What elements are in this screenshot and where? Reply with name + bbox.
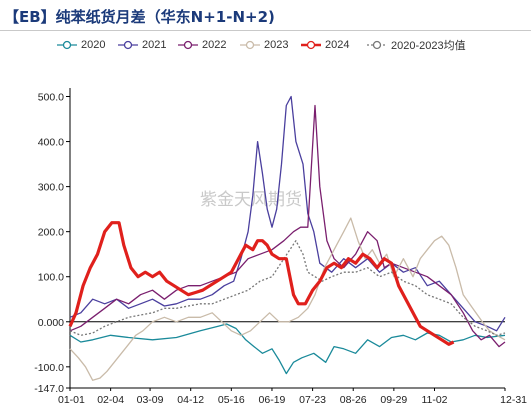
legend-item: 2020-2023均值	[366, 36, 466, 54]
y-tick-label: 300.0	[38, 182, 64, 194]
y-tick-label: 100.0	[38, 272, 64, 284]
series-lines	[68, 95, 506, 381]
y-tick-label: 200.0	[38, 227, 64, 239]
legend-item: 2022	[177, 36, 226, 54]
legend-swatch-icon	[178, 40, 198, 50]
legend-label: 2023	[264, 39, 289, 51]
legend-item: 2024	[300, 36, 349, 54]
series-line-2022	[69, 104, 506, 348]
x-tick-label: 02-04	[97, 394, 124, 406]
legend-swatch-icon	[57, 40, 77, 50]
x-tick-label: 01-01	[58, 394, 85, 406]
legend-label: 2020	[81, 39, 106, 51]
x-tick-label: 03-09	[137, 394, 164, 406]
legend-item: 2020	[56, 36, 105, 54]
chart-title: 【EB】纯苯纸货月差（华东N+1-N+2)	[4, 8, 275, 26]
legend-item: 2023	[239, 36, 288, 54]
chart-legend: 2020 2021 2022 2023 2024 2020-2023均值	[0, 36, 531, 54]
x-tick-label: 06-19	[259, 394, 286, 406]
x-tick-label: 04-12	[177, 394, 204, 406]
legend-label: 2022	[202, 39, 227, 51]
series-line-2023	[69, 217, 506, 381]
x-tick-label: 12-31	[500, 394, 527, 406]
legend-swatch-icon	[118, 40, 138, 50]
y-tick-label: 500.0	[38, 92, 64, 104]
y-tick-label: 0.000	[38, 317, 64, 329]
axes: 500.0 400.0 300.0 200.0 100.0 0.000 -100.0 -147…	[34, 88, 527, 406]
series-line-2020	[69, 323, 506, 375]
y-tick-label: 400.0	[38, 137, 64, 149]
x-tick-label: 05-16	[218, 394, 245, 406]
y-tick-label: -100.0	[34, 362, 64, 374]
legend-label: 2020-2023均值	[391, 40, 466, 52]
y-tick-label: -147.0	[34, 383, 64, 395]
x-tick-label: 08-26	[340, 394, 367, 406]
x-tick-label: 11-02	[421, 394, 447, 406]
series-line-2021	[69, 95, 506, 332]
title-divider	[0, 30, 531, 31]
legend-swatch-icon	[367, 40, 387, 50]
legend-label: 2021	[142, 39, 167, 51]
legend-label: 2024	[325, 39, 350, 51]
x-tick-label: 09-29	[380, 394, 407, 406]
x-tick-label: 07-23	[299, 394, 326, 406]
series-line-2024	[68, 221, 455, 346]
legend-swatch-icon	[301, 40, 321, 50]
series-line-2020-2023均值	[69, 240, 506, 336]
legend-swatch-icon	[240, 40, 260, 50]
legend-item: 2021	[117, 36, 166, 54]
